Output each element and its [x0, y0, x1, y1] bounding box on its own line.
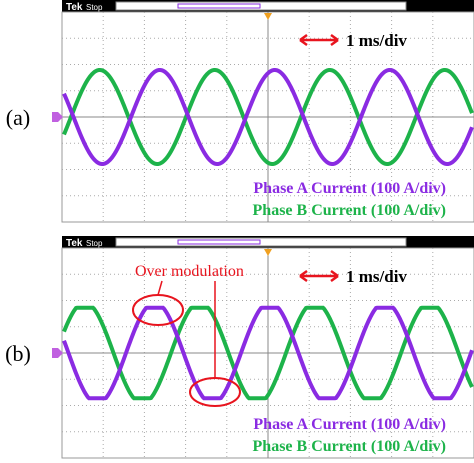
- ground-marker: [52, 112, 63, 122]
- timebase: 1 ms/div: [346, 31, 407, 50]
- scope-brand: Tek: [66, 238, 83, 249]
- legend-a: Phase A Current (100 A/div): [253, 416, 446, 433]
- annotation: Over modulation: [135, 263, 244, 280]
- trigger-marker: [264, 249, 272, 256]
- trace-b: [62, 67, 474, 167]
- scope-panel: (a) Tek Stop 1 ms/div Phase A Current (100 A…: [6, 0, 474, 223]
- legend-b: Phase B Current (100 A/div): [253, 438, 446, 455]
- scope-panel: (b) Tek Stop 1 ms/div Phase A Current (100 A…: [5, 236, 474, 459]
- scope-state: Stop: [86, 3, 103, 12]
- trace-a: [62, 67, 474, 167]
- panel-label: (b): [5, 341, 31, 366]
- record-bar: [115, 1, 407, 11]
- scope-state: Stop: [86, 239, 103, 248]
- trace-a: [62, 305, 474, 401]
- timebase: 1 ms/div: [346, 267, 407, 286]
- scope-brand: Tek: [66, 2, 83, 13]
- timebase-arrow: [299, 269, 339, 283]
- record-bar: [115, 237, 407, 247]
- trace-b: [62, 305, 474, 401]
- trigger-marker: [264, 13, 272, 20]
- ground-marker: [52, 348, 63, 358]
- legend-b: Phase B Current (100 A/div): [253, 202, 446, 219]
- legend-a: Phase A Current (100 A/div): [253, 180, 446, 197]
- timebase-arrow: [299, 33, 339, 47]
- pointer: [157, 280, 163, 296]
- panel-label: (a): [6, 105, 30, 130]
- record-window: [177, 3, 261, 9]
- record-window: [177, 239, 261, 245]
